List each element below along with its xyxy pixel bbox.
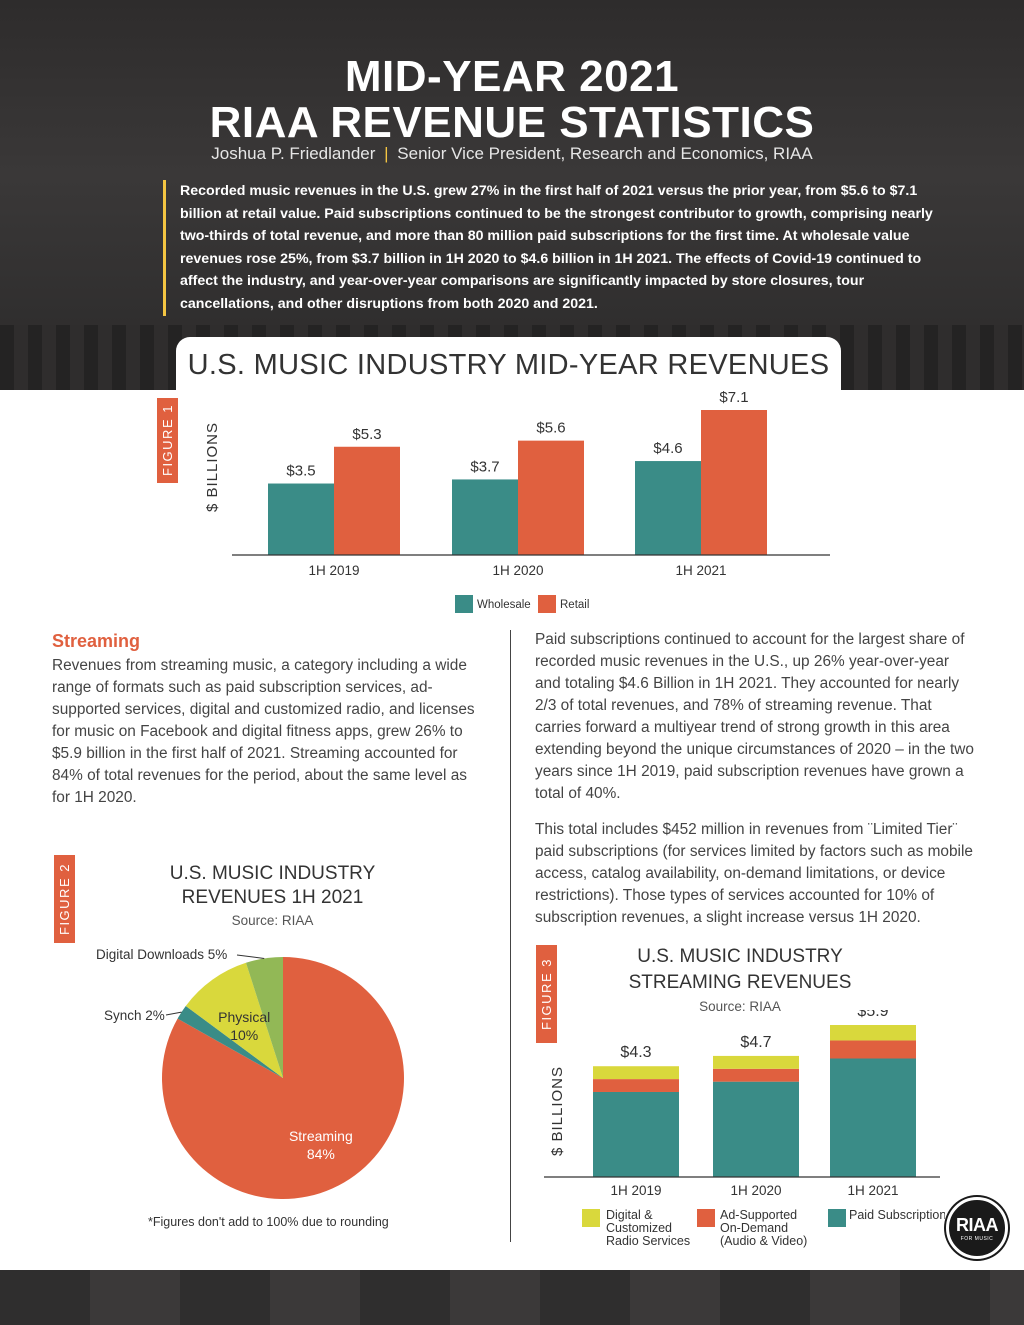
riaa-logo-text: RIAA [956, 1215, 999, 1235]
pie-label-physical-name: Physical [218, 1009, 270, 1025]
pie-label-streaming-value: 84% [307, 1146, 335, 1162]
bar-retail-1 [518, 440, 584, 555]
author-name: Joshua P. Friedlander [211, 144, 376, 163]
stack-segment-0-2 [830, 1058, 916, 1177]
legend-radio-label: Digital & Customized Radio Services [606, 1209, 690, 1248]
bar-label-retail-2: $7.1 [719, 389, 748, 406]
pie-slice-synch [177, 1005, 283, 1078]
bar-retail-0 [334, 446, 400, 555]
stack-total-label-2: $5.9 [857, 1010, 888, 1020]
byline: Joshua P. Friedlander | Senior Vice Pres… [0, 144, 1024, 164]
pie-leader-downloads [236, 954, 265, 959]
legend-swatch-paid [828, 1209, 846, 1227]
figure2-footnote: *Figures don't add to 100% due to roundi… [148, 1215, 389, 1229]
pie-label-synch: Synch 2% [104, 1008, 165, 1023]
bar-wholesale-0 [268, 483, 334, 555]
x-tick-label-0: 1H 2019 [610, 1183, 661, 1198]
riaa-logo: RIAA FOR MUSIC [946, 1197, 1008, 1259]
stack-segment-2-0 [593, 1066, 679, 1080]
bar-wholesale-1 [452, 479, 518, 555]
stack-segment-0-1 [713, 1081, 799, 1177]
x-tick-label-2: 1H 2021 [847, 1183, 898, 1198]
legend-ad-line1: Ad-Supported [720, 1208, 798, 1222]
legend-swatch-wholesale [455, 595, 473, 613]
intro-paragraph: Recorded music revenues in the U.S. grew… [163, 180, 940, 316]
column-divider [510, 630, 511, 1242]
figure3-source: Source: RIAA [699, 999, 781, 1014]
bar-label-wholesale-1: $3.7 [470, 458, 499, 475]
riaa-logo-sub: FOR MUSIC [960, 1236, 994, 1242]
legend-ad-line3: (Audio & Video) [720, 1234, 808, 1248]
page-title-line1: MID-YEAR 2021 [344, 52, 680, 101]
stack-segment-0-0 [593, 1091, 679, 1177]
legend-radio-line3: Radio Services [606, 1234, 691, 1248]
stack-segment-1-0 [593, 1079, 679, 1092]
stack-segment-2-1 [713, 1055, 799, 1069]
streaming-heading: Streaming [52, 631, 141, 651]
legend-ad-label: Ad-Supported On-Demand (Audio & Video) [720, 1209, 807, 1248]
figure1-title-panel [176, 337, 841, 407]
stack-total-label-0: $4.3 [620, 1044, 651, 1061]
figure2-source: Source: RIAA [231, 913, 314, 928]
bar-retail-2 [701, 410, 767, 555]
legend-label-retail: Retail [560, 599, 589, 611]
author-role: Senior Vice President, Research and Econ… [397, 144, 813, 163]
figure1-title: U.S. MUSIC INDUSTRY MID-YEAR REVENUES [187, 349, 830, 381]
figure3-title-line1: U.S. MUSIC INDUSTRY [637, 946, 843, 967]
pie-label-physical-value: 10% [230, 1027, 258, 1043]
x-tick-label-1: 1H 2020 [730, 1183, 781, 1198]
subscriptions-para2: This total includes $452 million in reve… [535, 821, 973, 926]
pie-label-streaming-name: Streaming [289, 1128, 353, 1144]
x-tick-label-2: 1H 2021 [675, 563, 726, 578]
pie-slice-physical [185, 962, 283, 1078]
legend-swatch-radio [582, 1209, 600, 1227]
page-title-line2: RIAA REVENUE STATISTICS [209, 98, 815, 147]
figure3-title-line2: STREAMING REVENUES [628, 972, 852, 993]
pie-slice-digital-downloads [245, 957, 283, 1078]
streaming-body: Revenues from streaming music, a categor… [52, 657, 475, 806]
bar-label-wholesale-2: $4.6 [653, 440, 682, 457]
bar-label-retail-0: $5.3 [352, 426, 381, 443]
figure2-title-line1: U.S. MUSIC INDUSTRY [169, 863, 376, 884]
bar-label-wholesale-0: $3.5 [286, 463, 315, 480]
footer-label-strip [0, 1270, 1024, 1325]
legend-swatch-retail [538, 595, 556, 613]
stack-segment-1-2 [830, 1040, 916, 1059]
figure2-pie-chart: Streaming 84% Physical 10% Synch 2% Digital D… [96, 947, 404, 1199]
subscriptions-para1: Paid subscriptions continued to account … [535, 631, 974, 802]
legend-radio-line1: Digital & [606, 1208, 653, 1222]
figure2-title-line2: REVENUES 1H 2021 [181, 887, 364, 908]
legend-label-wholesale: Wholesale [477, 599, 531, 611]
byline-separator: | [384, 144, 389, 163]
legend-paid-label: Paid Subscription [849, 1209, 945, 1222]
bar-wholesale-2 [635, 461, 701, 555]
figure2-title: U.S. MUSIC INDUSTRY REVENUES 1H 2021 Sou… [130, 862, 415, 932]
legend-ad-line2: On-Demand [720, 1221, 789, 1235]
bar-label-retail-1: $5.6 [536, 420, 565, 437]
stack-segment-2-2 [830, 1025, 916, 1041]
pie-label-downloads: Digital Downloads 5% [96, 947, 227, 962]
stack-segment-1-1 [713, 1068, 799, 1082]
x-tick-label-0: 1H 2019 [308, 563, 359, 578]
x-tick-label-1: 1H 2020 [492, 563, 543, 578]
stack-total-label-1: $4.7 [740, 1034, 771, 1051]
legend-swatch-ad [697, 1209, 715, 1227]
pie-leader-synch [165, 1011, 182, 1016]
figure3-title: U.S. MUSIC INDUSTRY STREAMING REVENUES S… [595, 944, 885, 1018]
figure3-stacked-bar-chart: $4.3 1H 2019 $4.7 1H 2020 $5.9 1H 2021 [544, 1010, 940, 1198]
legend-radio-line2: Customized [606, 1221, 672, 1235]
figure1-bar-chart: $3.5 $5.3 1H 2019 $3.7 $5.6 1H 2020 $4.6 $7.1 1H… [232, 389, 830, 613]
